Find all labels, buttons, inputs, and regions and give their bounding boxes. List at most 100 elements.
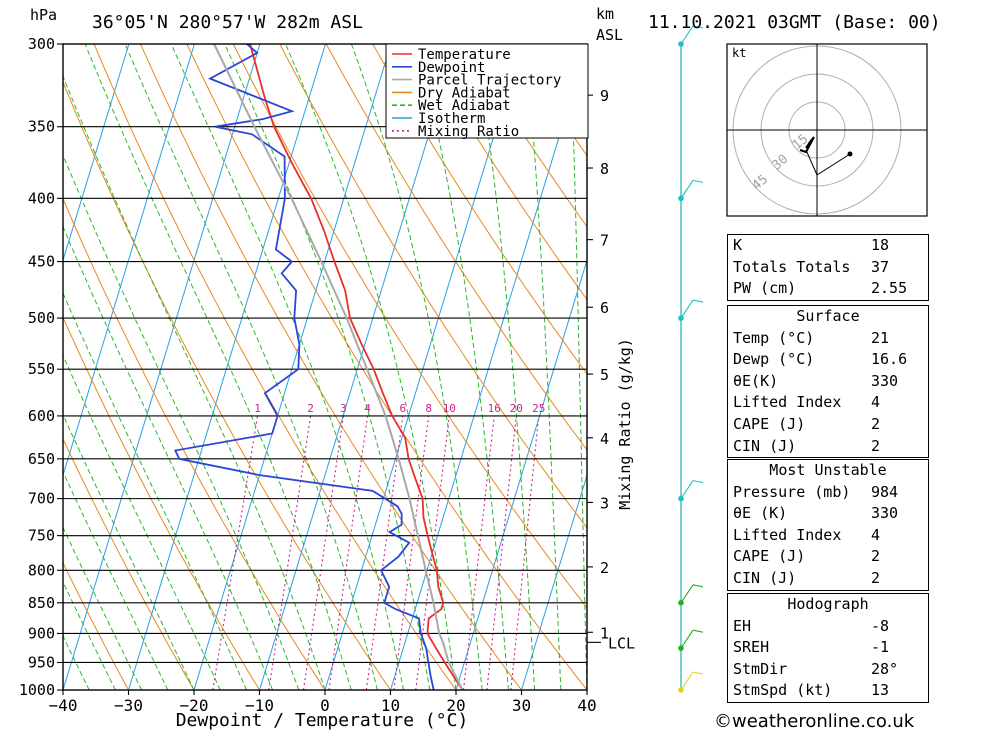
- y-tick-label: 550: [28, 360, 55, 378]
- x-tick-label: 0: [320, 696, 330, 715]
- km-tick-label: 6: [600, 299, 609, 317]
- table-row-value: 4: [871, 393, 881, 412]
- series-temperature: [249, 44, 464, 690]
- wet-adiabat-line: [474, 44, 536, 690]
- mixing-ratio-line: [365, 415, 404, 690]
- y-tick-label: 600: [28, 407, 55, 425]
- table-row-label: CIN (J): [733, 436, 797, 455]
- table-row-label: CAPE (J): [733, 414, 806, 433]
- table-row-value: 2: [871, 436, 881, 455]
- wind-barb-flag: [692, 179, 704, 183]
- table-row-value: 37: [871, 257, 890, 276]
- table-row-value: 18: [871, 236, 890, 254]
- table-row: Lifted Index 4: [728, 525, 928, 547]
- lcl-label: LCL: [608, 634, 635, 652]
- table-row-label: StmSpd (kt): [733, 681, 833, 700]
- mixing-ratio-line: [212, 415, 259, 690]
- wind-barb: [680, 671, 694, 691]
- table-row-value: 330: [871, 504, 899, 523]
- asl-label: ASL: [596, 26, 623, 44]
- wind-barb: [680, 629, 694, 649]
- wind-barb-flag: [692, 480, 704, 484]
- x-axis-label: Dewpoint / Temperature (°C): [176, 710, 469, 731]
- km-tick-label: 8: [600, 160, 609, 178]
- wind-barb-flag: [692, 25, 704, 29]
- hpa-label: hPa: [30, 6, 57, 24]
- table-title: Hodograph: [787, 595, 869, 613]
- table-row: Pressure (mb) 984: [728, 482, 928, 504]
- table-row: θE(K) 330: [728, 371, 928, 393]
- table-row-label: StmDir: [733, 659, 788, 678]
- table-row-value: 28°: [871, 659, 899, 678]
- wet-adiabat-line: [63, 354, 221, 690]
- mixing-ratio-line: [328, 415, 369, 690]
- table-row-label: CAPE (J): [733, 547, 806, 566]
- table-row: StmSpd (kt) 13: [728, 680, 928, 702]
- isotherm-line: [259, 44, 457, 690]
- table-row-label: Lifted Index: [733, 393, 842, 412]
- most-unstable-table: Most Unstable Pressure (mb) 984 θE (K) 330 Li…: [727, 459, 929, 591]
- mixing-ratio-line: [268, 415, 312, 690]
- table-row-value: 2: [871, 414, 881, 433]
- dry-adiabat-line: [418, 44, 587, 301]
- y-tick-label: 800: [28, 561, 55, 579]
- table-row: K 18: [728, 235, 928, 257]
- table-row-label: θE(K): [733, 371, 779, 390]
- y-tick-label: 350: [28, 118, 55, 136]
- wet-adiabat-line: [569, 44, 587, 690]
- table-row: SREH -1: [728, 637, 928, 659]
- y-tick-label: 500: [28, 309, 55, 327]
- x-tick-label: 10: [381, 696, 400, 715]
- table-row: θE (K) 330: [728, 503, 928, 525]
- mixing-ratio-line: [302, 415, 344, 690]
- dry-adiabat-line: [63, 561, 129, 690]
- x-tick-label: 20: [446, 696, 465, 715]
- table-row-value: 2: [871, 547, 881, 566]
- dry-adiabat-line: [140, 44, 522, 690]
- table-row-label: PW (cm): [733, 279, 797, 298]
- dry-adiabat-line: [325, 44, 587, 451]
- legend-label: Isotherm: [418, 111, 485, 127]
- km-tick-label: 9: [600, 87, 609, 105]
- table-row: Temp (°C) 21: [728, 328, 928, 350]
- isotherm-line: [390, 44, 587, 690]
- hodograph-storm-marker: [847, 151, 853, 157]
- wind-barb-flag: [692, 299, 704, 303]
- legend-label: Dewpoint: [418, 60, 485, 76]
- dry-adiabat-line: [279, 44, 587, 529]
- y-tick-label: 1000: [19, 681, 55, 699]
- table-row-label: Lifted Index: [733, 525, 842, 544]
- mixing-ratio-axis-label: Mixing Ratio (g/kg): [616, 338, 634, 510]
- km-tick-label: 3: [600, 494, 609, 512]
- table-row-label: Totals Totals: [733, 257, 851, 276]
- table-row-label: EH: [733, 616, 752, 635]
- isotherm-line: [63, 44, 130, 262]
- table-row-label: SREH: [733, 638, 770, 657]
- km-tick-label: 4: [600, 430, 609, 448]
- table-row: CAPE (J) 2: [728, 414, 928, 436]
- table-row-value: 13: [871, 681, 890, 700]
- mixing-ratio-label: 6: [399, 402, 406, 415]
- mixing-ratio-label: 4: [364, 402, 371, 415]
- table-title: Surface: [796, 307, 860, 325]
- y-tick-label: 700: [28, 490, 55, 508]
- wet-adiabat-line: [63, 153, 300, 690]
- table-row-value: -1: [871, 638, 890, 657]
- isotherm-line: [193, 44, 392, 690]
- legend-label: Dry Adiabat: [418, 85, 511, 101]
- mixing-ratio-label: 3: [340, 402, 347, 415]
- table-row-value: 21: [871, 328, 890, 347]
- y-tick-label: 900: [28, 624, 55, 642]
- mixing-ratio-line: [510, 415, 540, 690]
- table-row-value: 330: [871, 371, 899, 390]
- table-row: CIN (J) 2: [728, 436, 928, 458]
- table-row: CAPE (J) 2: [728, 546, 928, 568]
- y-tick-label: 950: [28, 653, 55, 671]
- mixing-ratio-label: 8: [425, 402, 432, 415]
- wind-barb-flag: [692, 671, 704, 675]
- dry-adiabat-line: [465, 44, 587, 228]
- mixing-ratio-label: 20: [510, 402, 523, 415]
- km-label: km: [596, 5, 614, 23]
